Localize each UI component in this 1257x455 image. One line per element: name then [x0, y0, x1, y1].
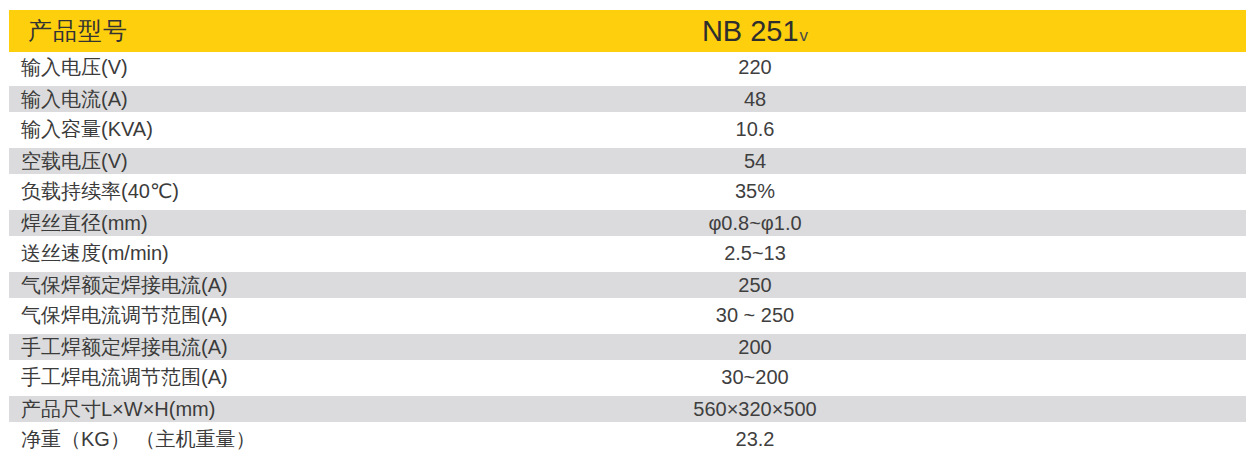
spec-value: 54 — [495, 150, 1015, 173]
table-row: 净重（KG） （主机重量） 23.2 — [9, 424, 1246, 455]
spec-label: 气保焊电流调节范围(A) — [9, 302, 495, 329]
table-row: 输入电流(A) 48 — [9, 83, 1246, 114]
table-row: 送丝速度(m/min) 2.5~13 — [9, 238, 1246, 269]
model-number: NB 251 — [702, 15, 799, 47]
spec-value: φ0.8~φ1.0 — [495, 212, 1015, 235]
spec-value: 220 — [495, 56, 1015, 79]
spec-value: 23.2 — [495, 428, 1015, 451]
spec-label: 手工焊额定焊接电流(A) — [9, 334, 495, 361]
spec-label: 负载持续率(40℃) — [9, 178, 495, 205]
product-spec-table: 产品型号 NB 251v 输入电压(V) 220 输入电流(A) 48 输入容量… — [9, 10, 1246, 455]
spec-value: 250 — [495, 274, 1015, 297]
spec-value: 560×320×500 — [495, 398, 1015, 421]
spec-label: 焊丝直径(mm) — [9, 210, 495, 237]
model-suffix: v — [800, 26, 809, 45]
spec-label: 净重（KG） （主机重量） — [9, 426, 495, 453]
table-row: 气保焊电流调节范围(A) 30 ~ 250 — [9, 300, 1246, 331]
spec-value: 30 ~ 250 — [495, 304, 1015, 327]
table-row: 焊丝直径(mm) φ0.8~φ1.0 — [9, 207, 1246, 238]
table-row: 手工焊电流调节范围(A) 30~200 — [9, 362, 1246, 393]
table-row: 气保焊额定焊接电流(A) 250 — [9, 269, 1246, 300]
header-model-value: NB 251v — [495, 15, 1015, 48]
spec-label: 送丝速度(m/min) — [9, 240, 495, 267]
header-label-product-model: 产品型号 — [9, 15, 495, 47]
table-row: 负载持续率(40℃) 35% — [9, 176, 1246, 207]
spec-rows: 输入电压(V) 220 输入电流(A) 48 输入容量(KVA) 10.6 空载… — [9, 52, 1246, 455]
table-row: 输入容量(KVA) 10.6 — [9, 114, 1246, 145]
spec-label: 产品尺寸L×W×H(mm) — [9, 396, 495, 423]
spec-value: 10.6 — [495, 118, 1015, 141]
spec-value: 48 — [495, 88, 1015, 111]
spec-label: 输入电压(V) — [9, 54, 495, 81]
spec-label: 手工焊电流调节范围(A) — [9, 364, 495, 391]
table-row: 输入电压(V) 220 — [9, 52, 1246, 83]
spec-value: 30~200 — [495, 366, 1015, 389]
spec-value: 2.5~13 — [495, 242, 1015, 265]
spec-label: 空载电压(V) — [9, 148, 495, 175]
spec-value: 200 — [495, 336, 1015, 359]
table-row: 空载电压(V) 54 — [9, 145, 1246, 176]
spec-label: 输入电流(A) — [9, 86, 495, 113]
table-row: 手工焊额定焊接电流(A) 200 — [9, 331, 1246, 362]
table-header-row: 产品型号 NB 251v — [9, 10, 1246, 52]
spec-label: 气保焊额定焊接电流(A) — [9, 272, 495, 299]
spec-value: 35% — [495, 180, 1015, 203]
table-row: 产品尺寸L×W×H(mm) 560×320×500 — [9, 393, 1246, 424]
spec-label: 输入容量(KVA) — [9, 116, 495, 143]
